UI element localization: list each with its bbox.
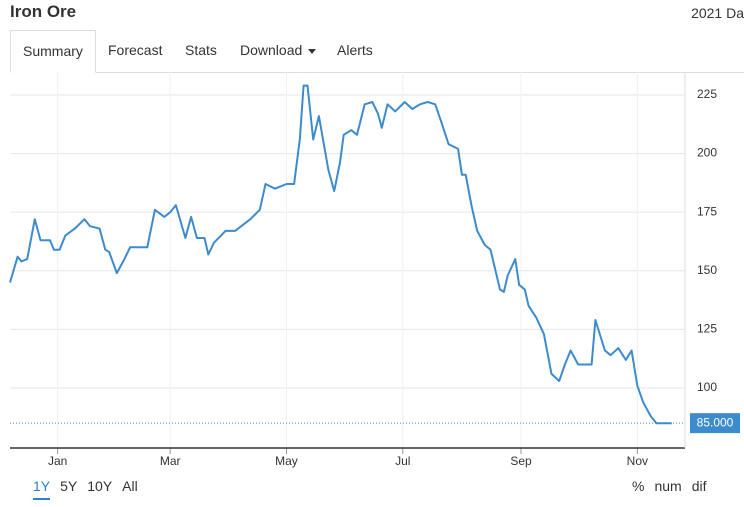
range-button[interactable]: All: [122, 478, 138, 494]
y-tick-label: 125: [697, 322, 717, 336]
date: 2021 Da: [691, 5, 744, 21]
last-value-label: 85.000: [697, 415, 734, 429]
last-value-box: [690, 413, 740, 434]
tab-label: Download: [240, 42, 303, 58]
x-tick-label: Jul: [395, 454, 410, 468]
y-tick-label: 200: [697, 146, 717, 160]
x-tick-label: Sep: [510, 454, 532, 468]
y-tick-label: 175: [697, 204, 717, 218]
mode-button[interactable]: num: [654, 478, 682, 494]
tab[interactable]: Summary: [10, 30, 96, 73]
tab-bar: Summary Forecast Stats Download Alerts: [10, 30, 744, 73]
y-tick-label: 150: [697, 263, 717, 277]
y-tick-label: 100: [697, 380, 717, 394]
mode-button[interactable]: dif: [691, 478, 707, 494]
range-button[interactable]: 10Y: [87, 478, 113, 494]
range-bar: 1Y 5Y 10Y All: [33, 478, 148, 500]
range-button[interactable]: 5Y: [60, 478, 78, 494]
tab[interactable]: Stats: [185, 42, 217, 58]
tab[interactable]: Forecast: [108, 42, 163, 58]
y-tick-label: 225: [697, 87, 717, 101]
x-tick-label: Nov: [627, 454, 648, 468]
line: [9, 84, 672, 425]
mode-bar: % num dif: [632, 478, 706, 494]
range-button[interactable]: 1Y: [33, 478, 51, 500]
x-tick-label: Mar: [160, 454, 181, 468]
tab[interactable]: Download: [228, 30, 328, 71]
x-tick-label: May: [275, 454, 298, 468]
x-tick-label: Jan: [48, 454, 67, 468]
tab[interactable]: Alerts: [337, 42, 373, 58]
mode-button[interactable]: %: [632, 478, 645, 494]
title: Iron Ore: [10, 2, 77, 21]
